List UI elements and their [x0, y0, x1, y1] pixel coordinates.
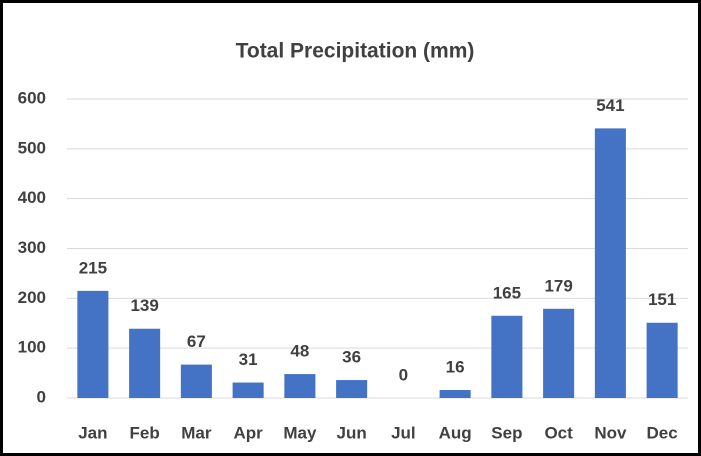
x-tick-label: Jul: [391, 423, 416, 442]
data-label: 165: [493, 283, 521, 302]
chart-title: Total Precipitation (mm): [236, 40, 475, 63]
x-tick-label: May: [283, 423, 317, 442]
x-tick-label: Nov: [594, 423, 627, 442]
bar: [336, 380, 368, 398]
x-tick-label: Dec: [647, 423, 678, 442]
bar: [232, 382, 264, 398]
data-label: 151: [648, 290, 676, 309]
y-tick-label: 0: [37, 387, 46, 406]
x-tick-label: Jan: [78, 423, 107, 442]
data-label: 67: [187, 332, 206, 351]
bar: [439, 390, 471, 398]
data-label: 0: [399, 365, 408, 384]
data-label: 215: [79, 258, 107, 277]
x-tick-label: Jun: [337, 423, 367, 442]
x-tick-label: Sep: [491, 423, 522, 442]
bar: [77, 290, 109, 398]
y-tick-label: 200: [18, 288, 46, 307]
y-tick-label: 600: [18, 88, 46, 107]
y-tick-label: 100: [18, 338, 46, 357]
y-tick-label: 400: [18, 188, 46, 207]
bar: [543, 308, 575, 398]
data-label: 179: [544, 276, 572, 295]
data-label: 31: [239, 350, 258, 369]
bar: [594, 128, 626, 398]
bar: [129, 328, 161, 398]
data-label: 541: [596, 96, 624, 115]
data-label: 16: [446, 358, 465, 377]
data-label: 36: [342, 348, 361, 367]
x-tick-label: Mar: [181, 423, 212, 442]
bar: [284, 374, 316, 398]
bar: [180, 364, 212, 398]
y-tick-label: 300: [18, 238, 46, 257]
data-label: 139: [130, 296, 158, 315]
x-tick-label: Oct: [544, 423, 573, 442]
x-tick-label: Feb: [130, 423, 160, 442]
y-tick-label: 500: [18, 138, 46, 157]
x-tick-label: Aug: [439, 423, 472, 442]
data-label: 48: [290, 342, 309, 361]
bar: [491, 315, 523, 398]
bar: [646, 322, 678, 398]
x-tick-label: Apr: [233, 423, 263, 442]
